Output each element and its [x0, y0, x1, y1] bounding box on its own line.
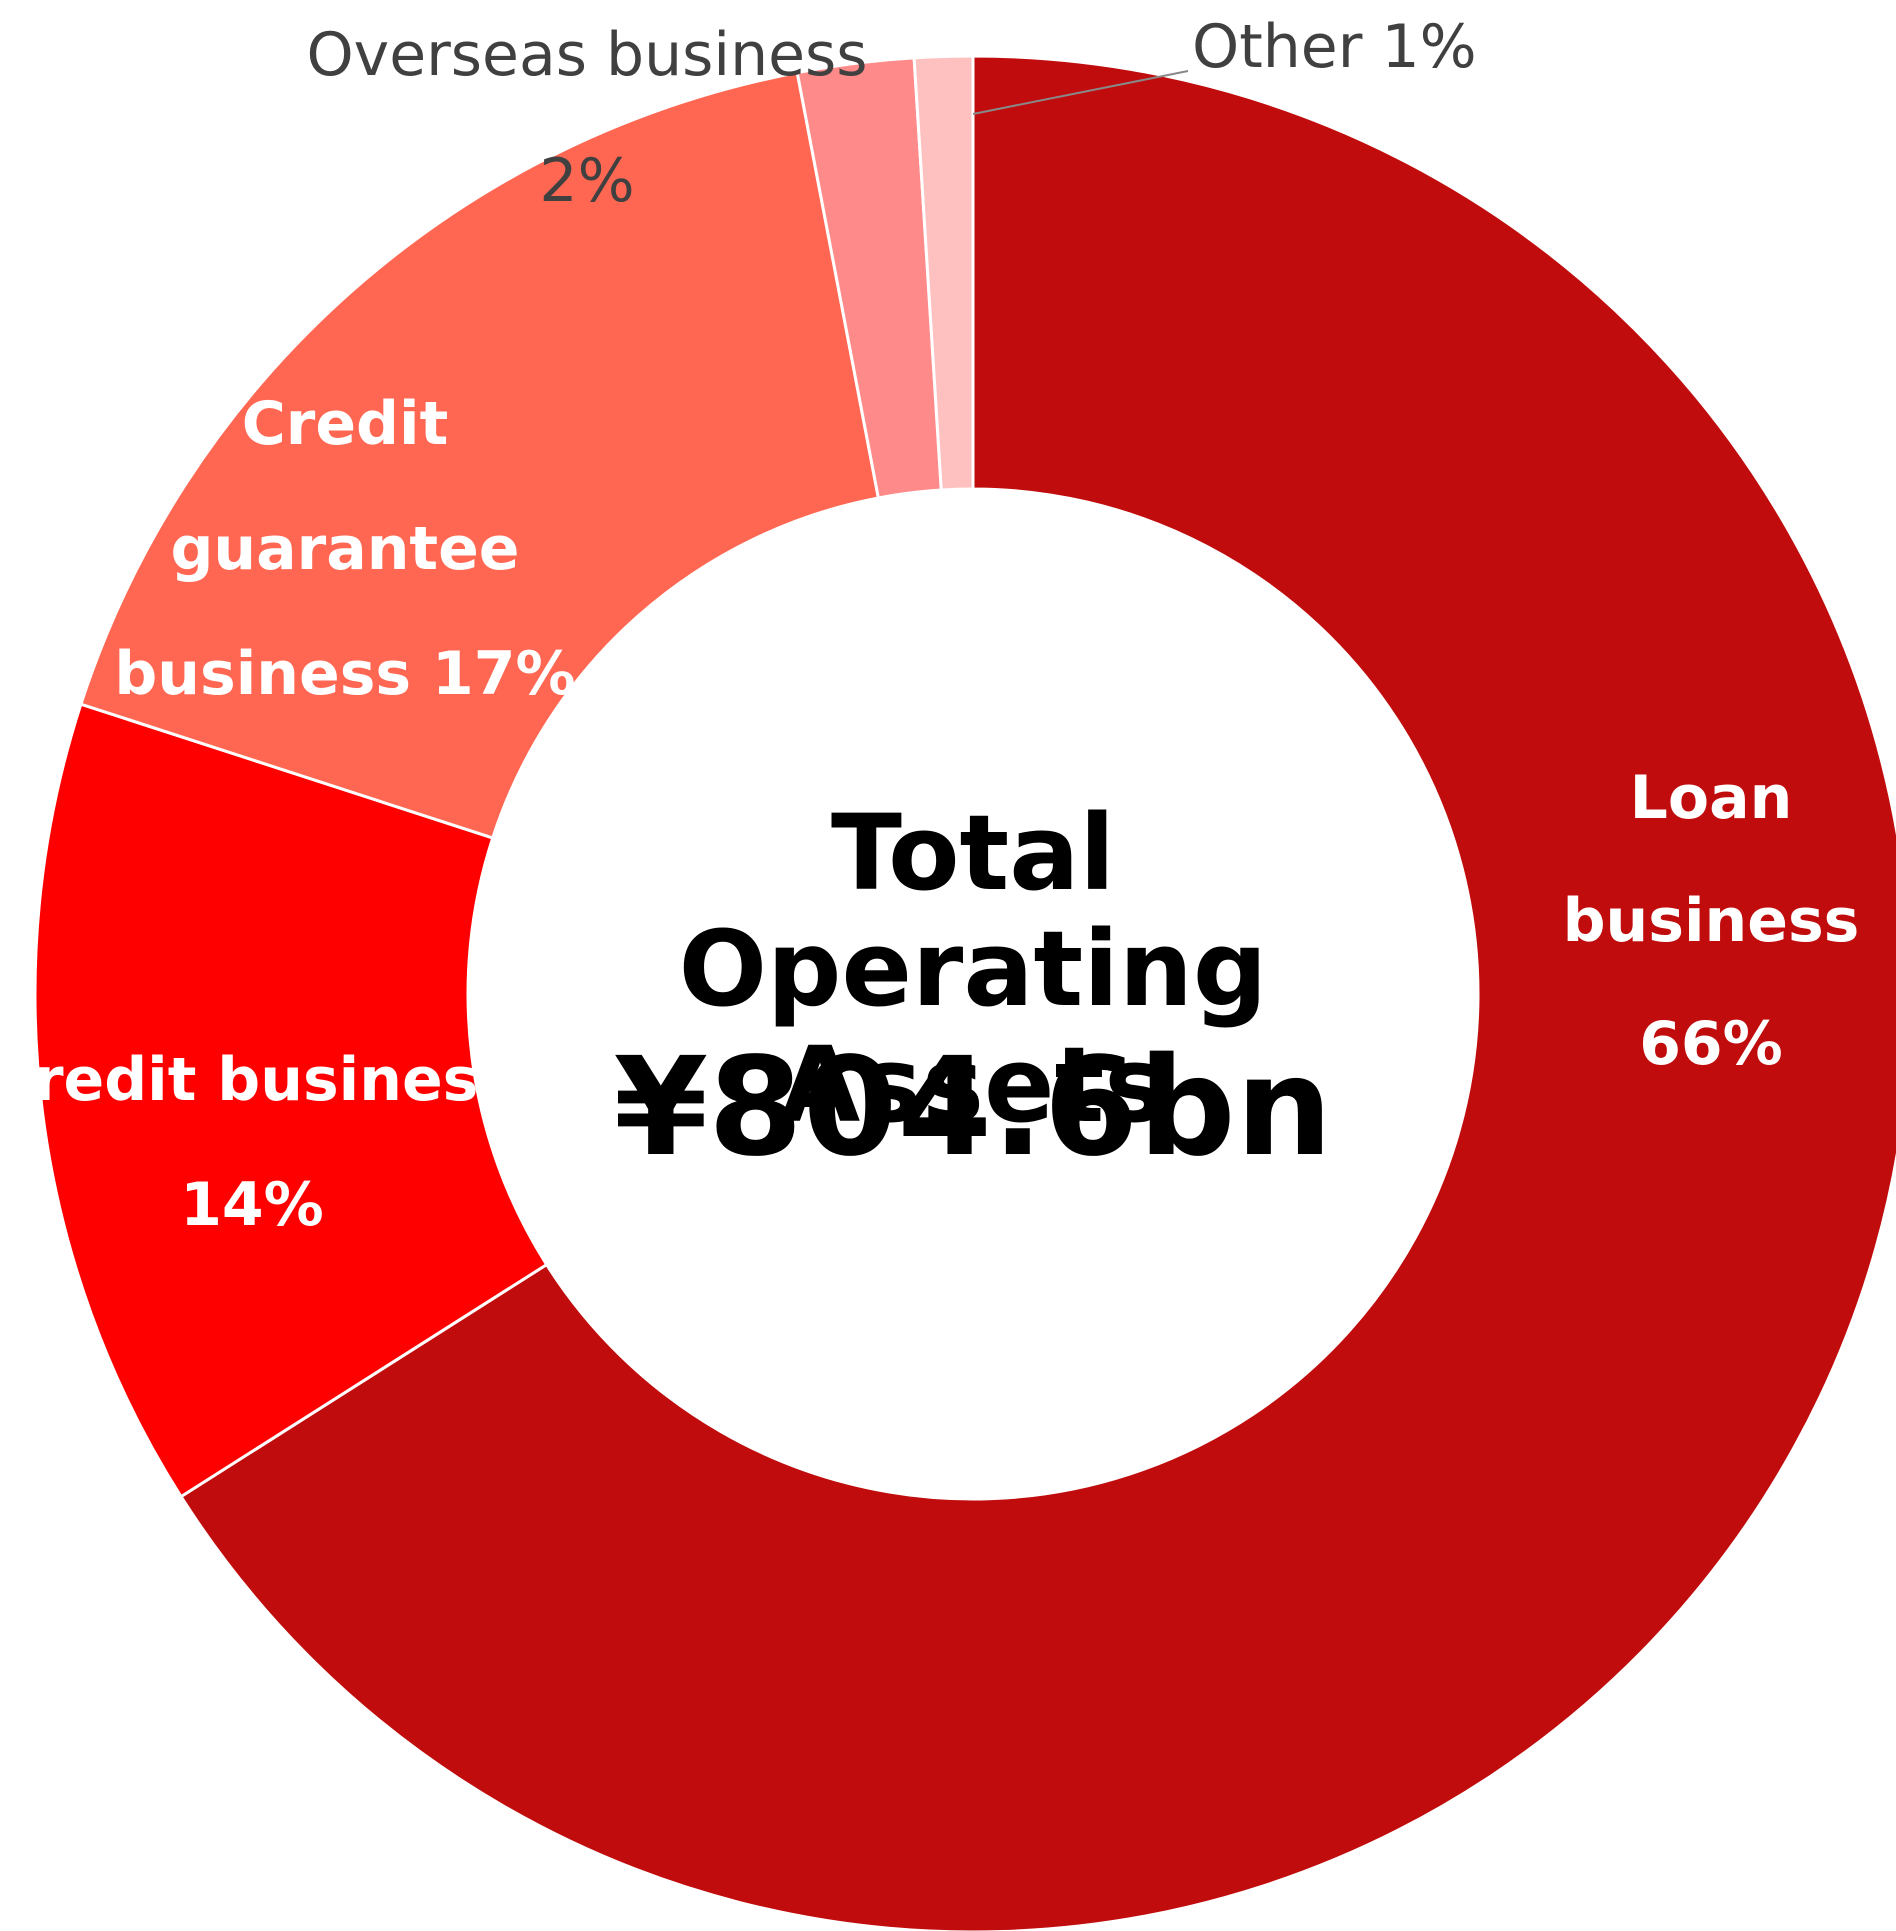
category-name: Other — [1192, 12, 1363, 82]
center-value: ¥804.6bn — [613, 1029, 1333, 1187]
slice — [912, 54, 975, 492]
leader-line — [972, 70, 1189, 115]
slice-label: Credit guarantee business 17% — [85, 362, 605, 737]
category-name: Credit guarantee business — [114, 389, 520, 709]
value-label: 17% — [432, 639, 576, 709]
slice-label: Loan business 66% — [1546, 737, 1876, 1106]
value-label: 14% — [180, 1170, 324, 1240]
value-label: 2% — [539, 146, 635, 216]
value-label: 66% — [1639, 1009, 1783, 1079]
center-title: Total Operating Assets — [678, 792, 1268, 1146]
category-name: Credit business — [0, 1045, 515, 1115]
slice — [33, 702, 549, 1499]
slice — [178, 54, 1896, 1931]
slice-label: Overseas business 2% — [237, 0, 937, 244]
value-label: 1% — [1381, 12, 1477, 82]
category-name: Overseas business — [306, 20, 868, 90]
slice-label: Other 1% — [1192, 0, 1792, 110]
slice-label: Credit business 14% — [0, 1018, 532, 1268]
category-name: Loan business — [1562, 763, 1860, 956]
slice — [79, 70, 881, 840]
